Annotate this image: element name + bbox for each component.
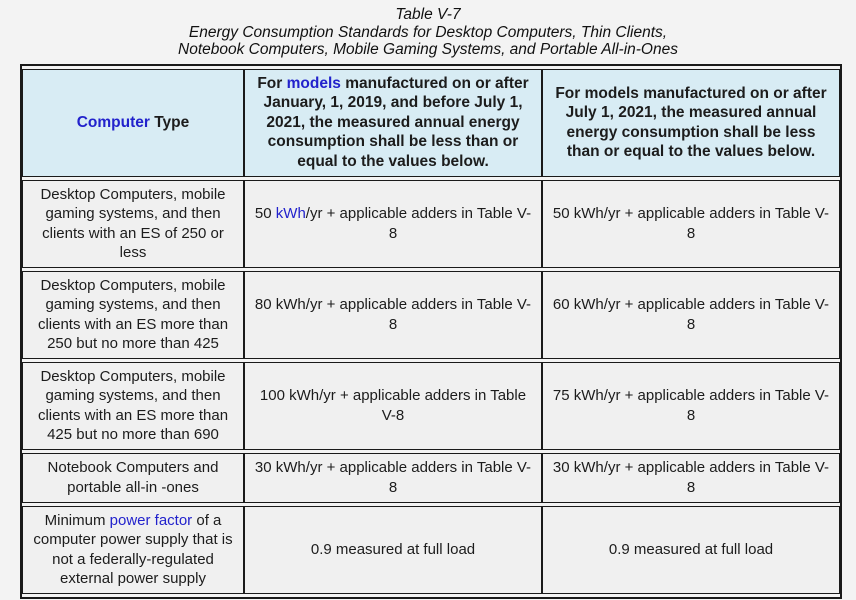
cell-text: of a computer power supply that is not a… (33, 511, 233, 588)
cell-text: Desktop Computers, mobile gaming systems… (37, 367, 229, 444)
table-row: Desktop Computers, mobile gaming systems… (22, 361, 840, 450)
row-label-cell: Desktop Computers, mobile gaming systems… (22, 361, 244, 450)
cell-text: 30 kWh/yr + applicable adders in Table V… (254, 459, 532, 496)
row-label-cell: Desktop Computers, mobile gaming systems… (22, 270, 244, 359)
energy-standards-table: Computer Type For models manufactured on… (20, 63, 842, 599)
value-cell: 50 kWh/yr + applicable adders in Table V… (244, 179, 542, 268)
value-cell: 80 kWh/yr + applicable adders in Table V… (244, 270, 542, 359)
table-row: Desktop Computers, mobile gaming systems… (22, 179, 840, 268)
cell-text: 0.9 measured at full load (608, 540, 774, 558)
cell-text: 0.9 measured at full load (310, 540, 476, 558)
value-cell: 0.9 measured at full load (244, 505, 542, 594)
header-cell-computer-type: Computer Type (22, 68, 244, 177)
models-link[interactable]: models (286, 74, 341, 92)
cell-text: Desktop Computers, mobile gaming systems… (40, 185, 226, 262)
cell-text: Minimum (44, 511, 110, 529)
header-text: manufactured on or after January, 1, 201… (263, 74, 529, 170)
power-factor-link[interactable]: power factor (109, 511, 193, 529)
header-cell-period-2021: For models manufactured on or after July… (542, 68, 840, 177)
value-cell: 100 kWh/yr + applicable adders in Table … (244, 361, 542, 450)
cell-text: 50 (254, 205, 276, 222)
cell-text: Desktop Computers, mobile gaming systems… (37, 276, 229, 353)
header-row: Computer Type For models manufactured on… (22, 68, 840, 177)
cell-text: Notebook Computers and portable all-in -… (47, 459, 219, 496)
value-cell: 0.9 measured at full load (542, 505, 840, 594)
computer-link[interactable]: Computer (76, 113, 150, 131)
value-cell: 50 kWh/yr + applicable adders in Table V… (542, 179, 840, 268)
header-text: Type (149, 113, 190, 131)
cell-text: 30 kWh/yr + applicable adders in Table V… (552, 459, 830, 496)
cell-text: /yr + applicable adders in Table V-8 (305, 205, 532, 242)
cell-text: 60 kWh/yr + applicable adders in Table V… (552, 296, 830, 333)
header-cell-period-2019: For models manufactured on or after Janu… (244, 68, 542, 177)
value-cell: 30 kWh/yr + applicable adders in Table V… (542, 452, 840, 503)
value-cell: 30 kWh/yr + applicable adders in Table V… (244, 452, 542, 503)
caption-line-2: Notebook Computers, Mobile Gaming System… (178, 41, 678, 58)
header-text: For models manufactured on or after July… (555, 84, 827, 161)
value-cell: 75 kWh/yr + applicable adders in Table V… (542, 361, 840, 450)
cell-text: 80 kWh/yr + applicable adders in Table V… (254, 296, 532, 333)
header-text: For (257, 74, 287, 92)
table-row: Minimum power factor of a computer power… (22, 505, 840, 594)
cell-text: 75 kWh/yr + applicable adders in Table V… (552, 387, 830, 424)
caption-table-number: Table V-7 (395, 6, 461, 23)
value-cell: 60 kWh/yr + applicable adders in Table V… (542, 270, 840, 359)
table-row: Desktop Computers, mobile gaming systems… (22, 270, 840, 359)
kwh-link[interactable]: kWh (275, 205, 306, 222)
cell-text: 100 kWh/yr + applicable adders in Table … (259, 387, 527, 424)
table-row: Notebook Computers and portable all-in -… (22, 452, 840, 503)
table-caption: Table V-7 Energy Consumption Standards f… (0, 6, 856, 59)
row-label-cell: Notebook Computers and portable all-in -… (22, 452, 244, 503)
row-label-cell: Desktop Computers, mobile gaming systems… (22, 179, 244, 268)
cell-text: 50 kWh/yr + applicable adders in Table V… (552, 205, 830, 242)
row-label-cell: Minimum power factor of a computer power… (22, 505, 244, 594)
caption-line-1: Energy Consumption Standards for Desktop… (188, 23, 668, 41)
